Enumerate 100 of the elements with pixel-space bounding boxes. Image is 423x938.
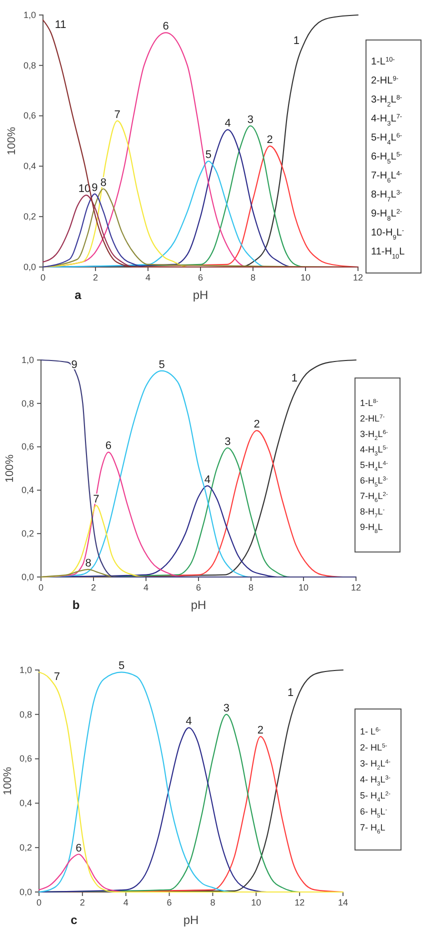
series-label: 9 xyxy=(92,182,98,194)
x-tick-label: 8 xyxy=(250,272,256,282)
x-tick-label: 2 xyxy=(90,582,96,592)
text: 5- H$_{4}$L$^{2-}$ xyxy=(360,790,391,804)
x-tick-label: 0 xyxy=(36,897,42,908)
y-tick-label: 0,0 xyxy=(19,886,32,897)
y-tick-label: 0,0 xyxy=(23,262,36,272)
x-tick-label: 10 xyxy=(298,582,309,592)
series-label: 7 xyxy=(54,671,60,684)
y-tick-label: 0,8 xyxy=(23,60,36,70)
x-axis-title: pH xyxy=(192,288,208,302)
text: a xyxy=(74,288,82,302)
series-label: 9 xyxy=(71,359,78,371)
series-label: 1 xyxy=(293,35,300,48)
x-tick-label: 6 xyxy=(166,897,172,908)
text: 2-HL$^{7-}$ xyxy=(360,414,385,424)
y-tick-label: 0,4 xyxy=(21,485,34,496)
series-label: 2 xyxy=(257,724,264,737)
text: 4-H$_{3}$L$^{5-}$ xyxy=(360,444,388,458)
text: 6- H$_{5}$L$^{-}$ xyxy=(360,806,388,820)
text: 1-L$^{8-}$ xyxy=(360,398,378,408)
text: 10-H$_{9}$L$^{-}$ xyxy=(371,227,404,241)
text: 6-H$_{5}$L$^{5-}$ xyxy=(371,151,402,165)
y-tick-label: 0,2 xyxy=(19,842,32,852)
text: 9-H$_{8}$L$^{2-}$ xyxy=(371,208,402,222)
x-tick-label: 12 xyxy=(352,272,364,282)
x-tick-label: 2 xyxy=(92,272,98,282)
series-label: 6 xyxy=(162,20,169,33)
text: 2- HL$^{5-}$ xyxy=(360,742,388,752)
text: 1- L$^{6-}$ xyxy=(360,726,381,736)
series-label: 3 xyxy=(223,702,230,714)
text: 4-H$_{3}$L$^{7-}$ xyxy=(371,113,402,127)
series-label: 11 xyxy=(54,19,66,32)
x-tick-label: 14 xyxy=(338,897,348,908)
y-axis-title: 100% xyxy=(6,126,18,156)
x-tick-label: 6 xyxy=(196,582,202,592)
x-axis-title: pH xyxy=(190,598,206,612)
series-label: 2 xyxy=(254,418,260,431)
text: 2-HL$^{9-}$ xyxy=(371,75,398,86)
x-tick-label: 8 xyxy=(248,582,254,592)
text: 3-H$_{2}$L$^{8-}$ xyxy=(371,94,402,108)
series-label: 5 xyxy=(205,149,212,162)
y-tick-label: 1,0 xyxy=(23,10,36,20)
text: 11-H$_{10}$L xyxy=(371,246,406,260)
text: c xyxy=(70,913,78,927)
text: 3-H$_{2}$L$^{6-}$ xyxy=(360,429,388,442)
y-tick-label: 0,2 xyxy=(23,211,36,222)
y-tick-label: 0,6 xyxy=(23,110,36,121)
y-tick-label: 0,4 xyxy=(19,798,32,808)
x-tick-label: 6 xyxy=(198,272,204,282)
series-label: 5 xyxy=(158,358,165,371)
text: 1-L$^{10-}$ xyxy=(371,56,395,68)
y-tick-label: 1,0 xyxy=(21,354,34,365)
text: 6-H$_{5}$L$^{3-}$ xyxy=(360,476,388,488)
x-tick-label: 0 xyxy=(40,272,46,282)
x-tick-label: 4 xyxy=(145,272,151,282)
x-tick-label: 0 xyxy=(38,582,44,592)
series-label: 4 xyxy=(224,118,231,130)
y-tick-label: 0,6 xyxy=(19,754,32,764)
text: 7- H$_{6}$L xyxy=(360,822,386,836)
series-label: 4 xyxy=(186,716,192,728)
x-tick-label: 10 xyxy=(300,272,311,282)
text: 8-H$_{7}$L$^{-}$ xyxy=(360,506,385,520)
series-label: 3 xyxy=(247,114,254,126)
y-axis-title: 100% xyxy=(2,766,14,796)
series-label: 6 xyxy=(76,842,82,854)
x-tick-label: 12 xyxy=(294,897,305,908)
series-label: 8 xyxy=(85,557,92,570)
text: 3- H$_{2}$L$^{4-}$ xyxy=(360,758,391,772)
text: 9-H$_{8}$L xyxy=(360,522,383,535)
y-tick-label: 1,0 xyxy=(19,664,32,675)
text: 5-H$_{4}$L$^{6-}$ xyxy=(371,132,402,146)
x-tick-label: 12 xyxy=(350,582,362,592)
y-tick-label: 0,8 xyxy=(19,709,32,720)
text: 5-H$_{4}$L$^{4-}$ xyxy=(360,460,388,473)
series-label: 1 xyxy=(287,687,294,700)
y-tick-label: 0,8 xyxy=(21,398,34,408)
x-tick-label: 4 xyxy=(123,897,128,908)
series-label: 4 xyxy=(204,474,210,486)
series-label: 7 xyxy=(114,108,120,121)
y-tick-label: 0,2 xyxy=(21,528,34,538)
text: b xyxy=(72,598,80,612)
series-label: 6 xyxy=(105,440,112,452)
x-tick-label: 8 xyxy=(210,897,216,908)
x-tick-label: 4 xyxy=(143,582,149,592)
y-tick-label: 0,4 xyxy=(23,161,36,172)
y-axis-title: 100% xyxy=(4,454,16,483)
series-label: 3 xyxy=(224,436,231,448)
x-tick-label: 2 xyxy=(80,897,85,908)
x-axis-title: pH xyxy=(183,913,199,927)
series-label: 1 xyxy=(291,372,298,384)
x-tick-label: 10 xyxy=(251,897,262,908)
text: 8-H$_{7}$L$^{3-}$ xyxy=(371,189,402,203)
series-label: 2 xyxy=(266,134,273,146)
series-label: 5 xyxy=(118,660,125,672)
text: 4- H$_{3}$L$^{3-}$ xyxy=(360,774,391,788)
text: 7-H$_{6}$L$^{2-}$ xyxy=(360,491,388,504)
text: 7-H$_{6}$L$^{4-}$ xyxy=(371,170,402,184)
y-tick-label: 0,6 xyxy=(21,442,34,452)
y-tick-label: 0,0 xyxy=(21,572,34,582)
